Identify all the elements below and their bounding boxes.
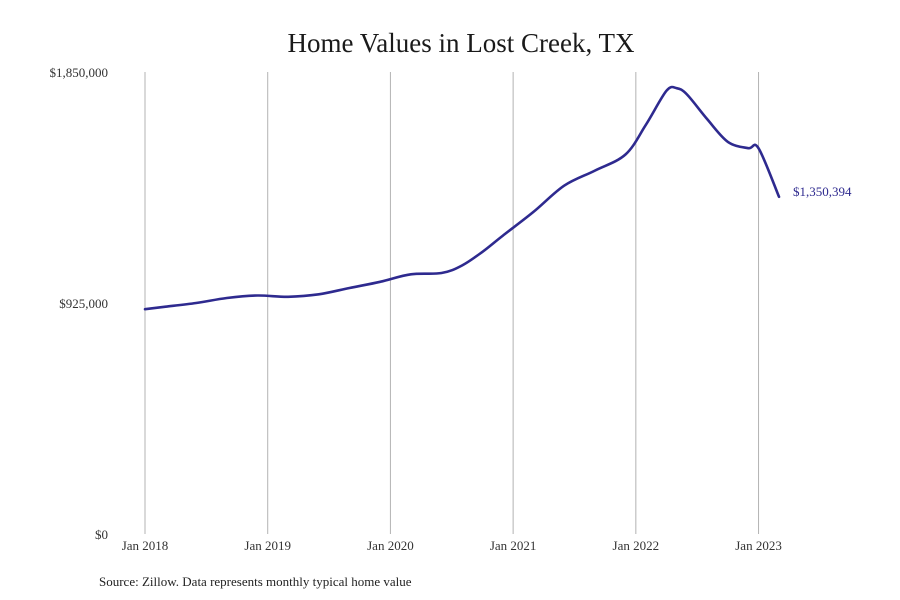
x-tick-label-2023-01: Jan 2023 [735, 538, 782, 553]
x-tick-label-2020-01: Jan 2020 [367, 538, 414, 553]
x-tick-label-2019-01: Jan 2019 [244, 538, 291, 553]
x-tick-label-2021-01: Jan 2021 [490, 538, 537, 553]
source-note: Source: Zillow. Data represents monthly … [99, 574, 412, 589]
x-axis-tick-labels: Jan 2018 Jan 2019 Jan 2020 Jan 2021 Jan 2022… [122, 538, 782, 553]
x-tick-label-2018-01: Jan 2018 [122, 538, 169, 553]
y-tick-label-mid: $925,000 [59, 296, 108, 311]
grid-lines [144, 72, 760, 534]
x-tick-label-2022-01: Jan 2022 [613, 538, 660, 553]
series-line-home-value [143, 85, 781, 311]
end-value-label: $1,350,394 [793, 184, 852, 199]
y-tick-label-max: $1,850,000 [50, 65, 109, 80]
y-axis-tick-labels: $1,850,000 $925,000 $0 [50, 65, 109, 542]
y-tick-label-zero: $0 [95, 527, 108, 542]
chart-title: Home Values in Lost Creek, TX [288, 28, 635, 58]
